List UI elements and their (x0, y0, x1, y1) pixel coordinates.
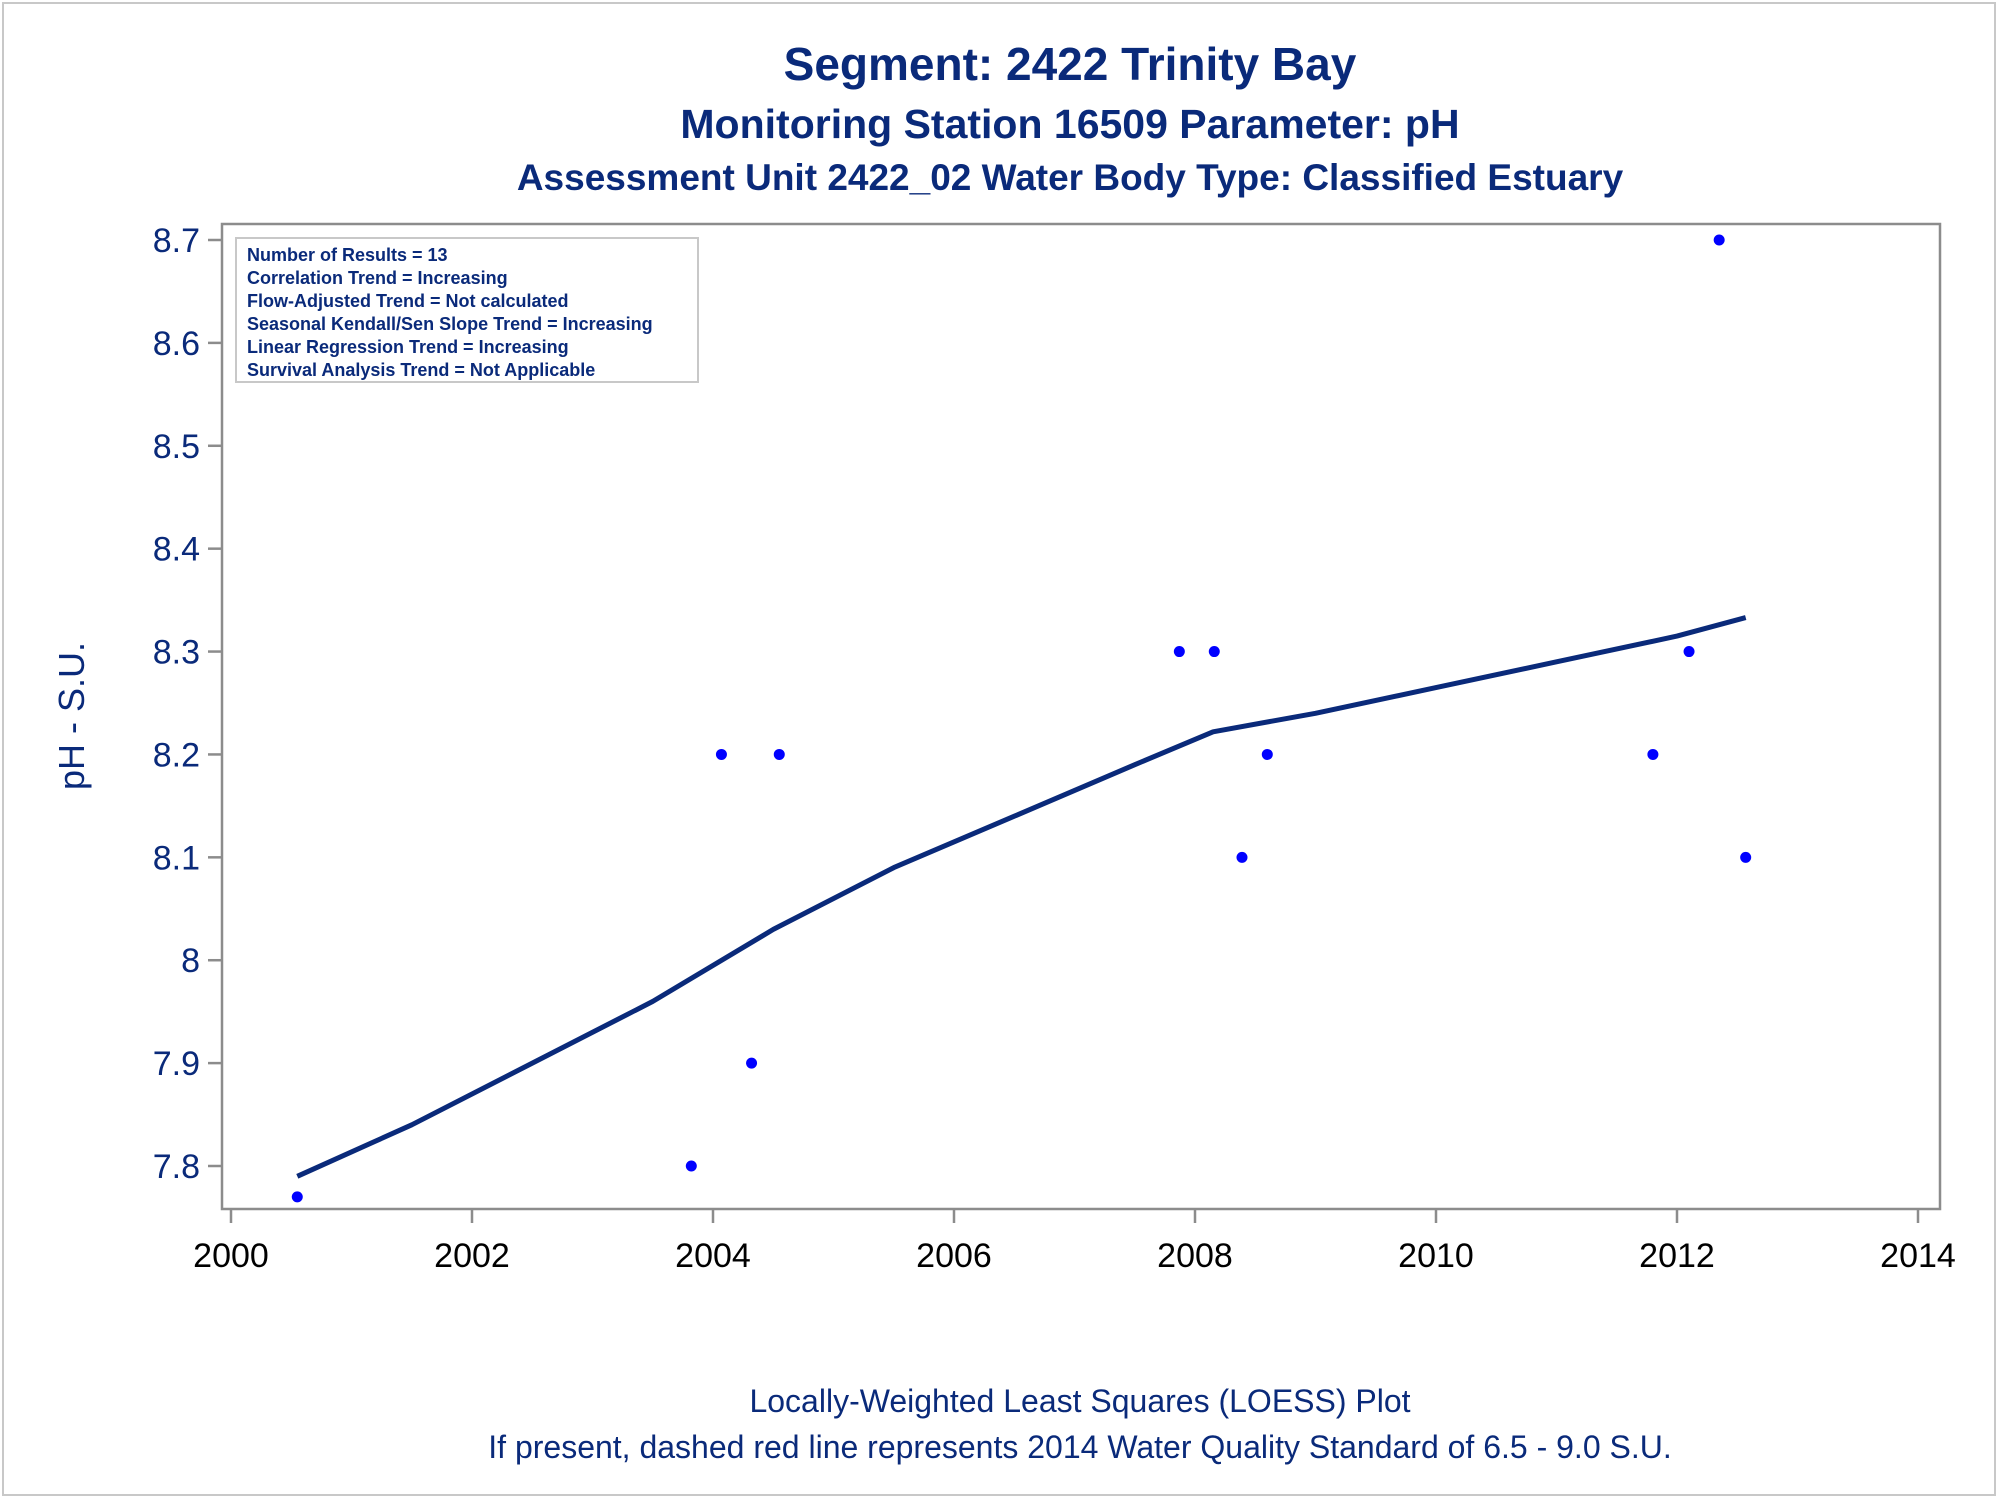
chart-subtitle: Monitoring Station 16509 Parameter: pH (680, 101, 1459, 147)
data-point (715, 748, 727, 760)
footnote-1: Locally-Weighted Least Squares (LOESS) P… (749, 1383, 1410, 1419)
data-point (746, 1057, 758, 1069)
y-tick-label: 7.9 (153, 1045, 200, 1083)
footnote-2: If present, dashed red line represents 2… (488, 1429, 1671, 1465)
y-tick-label: 7.8 (153, 1148, 200, 1186)
data-point (1713, 234, 1725, 246)
data-point (1740, 851, 1752, 863)
trend-info-box (235, 237, 699, 383)
y-axis-label: pH - S.U. (51, 642, 92, 790)
x-tick-label: 2004 (675, 1237, 751, 1275)
x-tick-label: 2002 (434, 1237, 510, 1275)
x-tick-label: 2010 (1398, 1237, 1474, 1275)
x-tick-label: 2000 (193, 1237, 269, 1275)
trend-info-lines: Number of Results = 13 Correlation Trend … (247, 245, 653, 380)
y-tick-label: 8.1 (153, 839, 200, 877)
y-tick-label: 8.2 (153, 736, 200, 774)
data-point (1683, 646, 1695, 658)
data-point (1261, 748, 1273, 760)
y-tick-label: 8.7 (153, 222, 200, 260)
trend-info-line: Seasonal Kendall/Sen Slope Trend = Incre… (247, 314, 653, 334)
trend-info-line: Number of Results = 13 (247, 245, 448, 265)
data-point (685, 1160, 697, 1172)
y-tick-label: 8.6 (153, 325, 200, 363)
plot-area-frame (220, 222, 1942, 1211)
trend-info-line: Correlation Trend = Increasing (247, 268, 508, 288)
y-tick-label: 8.3 (153, 634, 200, 672)
y-tick-label: 8 (181, 942, 200, 980)
data-point (1647, 748, 1659, 760)
data-point (1236, 851, 1248, 863)
y-tick-label: 8.4 (153, 531, 200, 569)
axes: 7.8 7.9 8 8.1 8.2 8.3 8.4 8.5 8.6 8.7 2000 2002 2004… (153, 222, 1956, 1275)
trend-info-line: Flow-Adjusted Trend = Not calculated (247, 291, 569, 311)
data-point (773, 748, 785, 760)
trend-info-line: Linear Regression Trend = Increasing (247, 337, 569, 357)
data-point (291, 1191, 303, 1203)
data-point (1173, 646, 1185, 658)
x-tick-label: 2006 (916, 1237, 992, 1275)
y-tick-label: 8.5 (153, 428, 200, 466)
chart-title: Segment: 2422 Trinity Bay (784, 38, 1357, 90)
trend-info-line: Survival Analysis Trend = Not Applicable (247, 360, 595, 380)
loess-curve-layer (296, 615, 1747, 1179)
x-tick-label: 2008 (1157, 1237, 1233, 1275)
chart-subtitle-2: Assessment Unit 2422_02 Water Body Type:… (517, 157, 1624, 198)
x-tick-label: 2014 (1880, 1237, 1956, 1275)
data-point (1208, 646, 1220, 658)
x-tick-label: 2012 (1639, 1237, 1715, 1275)
data-points-layer (291, 234, 1752, 1203)
loess-curve (296, 615, 1747, 1179)
